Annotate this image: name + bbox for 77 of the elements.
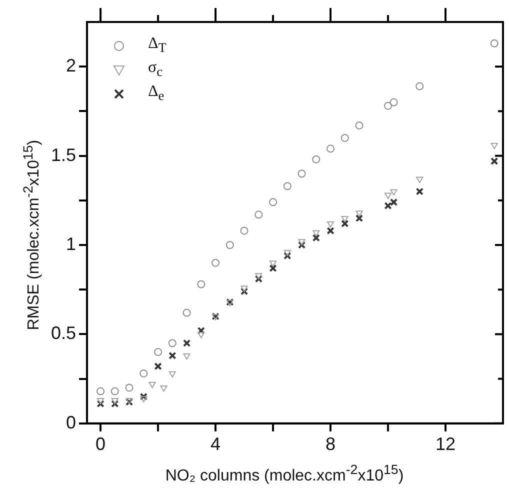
- point: [96, 400, 104, 408]
- x-tick-label: 8: [326, 434, 336, 454]
- point: [355, 121, 364, 130]
- point: [416, 188, 424, 196]
- point: [154, 348, 162, 356]
- point: [284, 250, 291, 256]
- point: [390, 189, 398, 196]
- point: [197, 280, 206, 288]
- point: [148, 382, 156, 388]
- point: [240, 226, 248, 235]
- point: [168, 352, 176, 360]
- point: [384, 192, 392, 200]
- point: [312, 234, 320, 242]
- point: [283, 182, 292, 190]
- point: [341, 220, 349, 228]
- point: [240, 286, 248, 292]
- point: [312, 230, 320, 237]
- point: [168, 339, 176, 348]
- point: [111, 398, 118, 404]
- point: [298, 239, 306, 246]
- y-tick-label: 1: [66, 234, 76, 254]
- legend-label: Δ$_{e}$: [148, 83, 164, 105]
- point: [326, 221, 334, 228]
- point: [110, 387, 119, 396]
- y-tick-label: 0: [66, 412, 76, 432]
- point: [356, 210, 363, 217]
- point: [96, 387, 105, 396]
- y-tick-label: 0.5: [50, 323, 76, 344]
- point: [312, 155, 320, 164]
- x-tick-label: 0: [96, 434, 106, 454]
- point: [326, 144, 335, 153]
- point: [416, 176, 424, 183]
- point: [212, 258, 220, 267]
- point: [160, 385, 168, 392]
- point: [269, 264, 277, 272]
- point: [416, 82, 424, 90]
- point: [140, 392, 148, 400]
- point: [326, 226, 334, 235]
- point: [490, 142, 498, 150]
- point: [269, 198, 278, 206]
- x-tick-label: 4: [210, 434, 221, 454]
- legend-label: σ$_{c}$: [148, 59, 163, 81]
- point: [183, 353, 190, 360]
- legend-label: Δ$_{T}$: [148, 35, 166, 57]
- point: [390, 98, 398, 106]
- point: [254, 275, 262, 283]
- point: [298, 170, 306, 178]
- point: [125, 384, 134, 392]
- point: [168, 371, 176, 378]
- x-tick-label: 12: [435, 434, 456, 454]
- point: [490, 157, 498, 165]
- point: [298, 241, 306, 249]
- point: [140, 369, 148, 378]
- point: [284, 252, 292, 260]
- point: [269, 260, 277, 267]
- point: [97, 398, 104, 404]
- point: [341, 216, 348, 222]
- point: [255, 273, 262, 280]
- point: [240, 288, 248, 296]
- point: [226, 241, 234, 249]
- x-axis-title: NO₂ columns (molec.xcm$^{-2}$x10$^{15}$): [164, 462, 405, 486]
- y-tick-label: 2: [66, 56, 76, 76]
- point: [154, 362, 162, 370]
- point: [340, 134, 349, 142]
- point: [490, 39, 498, 48]
- point: [182, 339, 191, 347]
- point: [384, 102, 392, 110]
- point: [198, 332, 205, 338]
- point: [140, 396, 148, 402]
- point: [384, 202, 392, 210]
- point: [390, 198, 398, 206]
- point: [355, 214, 364, 222]
- point: [182, 308, 191, 317]
- point: [197, 326, 205, 334]
- point: [111, 400, 119, 408]
- y-tick-label: 1.5: [50, 144, 76, 165]
- point: [254, 210, 263, 219]
